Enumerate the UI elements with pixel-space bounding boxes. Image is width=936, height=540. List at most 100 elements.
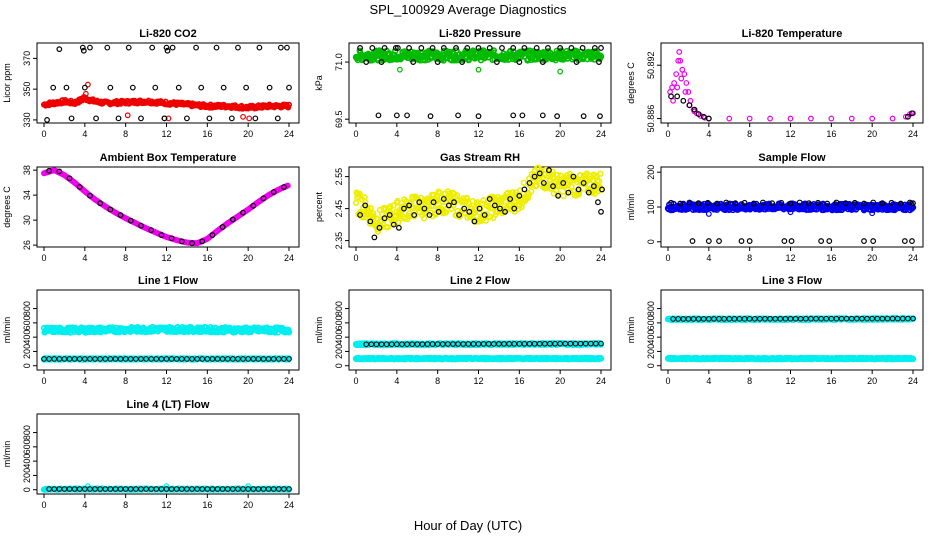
x-tick-label: 12	[785, 129, 795, 139]
data-point	[235, 44, 241, 51]
data-point	[787, 200, 794, 207]
x-tick-label: 24	[908, 129, 918, 139]
x-tick-label: 12	[161, 253, 171, 263]
data-point	[44, 117, 50, 123]
data-point	[87, 356, 93, 362]
data-point	[107, 356, 114, 362]
data-point	[266, 84, 273, 91]
y-tick-label: 38	[22, 165, 32, 175]
data-point	[92, 356, 98, 362]
data-point	[901, 238, 908, 244]
data-point	[394, 197, 401, 205]
data-point	[686, 199, 693, 206]
figure-title: SPL_100929 Average Diagnostics	[369, 2, 567, 17]
data-point	[381, 45, 388, 51]
y-tick-label: 350	[22, 82, 32, 97]
data-point	[889, 115, 896, 122]
x-tick-label: 0	[665, 376, 670, 386]
y-tick-label: 800	[646, 301, 656, 316]
data-point	[390, 202, 397, 209]
data-point	[184, 356, 190, 362]
data-point	[679, 66, 686, 73]
data-point	[805, 200, 812, 207]
data-point	[597, 170, 604, 177]
data-point	[184, 115, 190, 122]
data-point	[387, 203, 394, 210]
data-point	[369, 210, 377, 217]
y-tick-label: 200	[334, 344, 344, 359]
data-point	[456, 212, 463, 218]
data-point	[357, 212, 363, 218]
data-point	[163, 44, 170, 51]
data-point	[476, 205, 483, 212]
y-axis-label: ml/min	[2, 441, 12, 468]
data-point	[246, 115, 253, 122]
panel-title: Li-820 CO2	[139, 28, 196, 40]
data-point	[787, 209, 794, 216]
y-tick-label: 0	[334, 363, 344, 368]
data-point	[904, 113, 911, 120]
data-point	[112, 356, 119, 362]
data-point	[148, 356, 154, 362]
y-axis-label: ml/min	[626, 194, 636, 221]
data-point	[689, 238, 696, 244]
data-point	[168, 356, 175, 362]
data-point	[381, 215, 388, 222]
data-point	[527, 188, 535, 195]
data-point	[455, 112, 461, 119]
plot-frame	[348, 289, 612, 371]
y-axis-label: percent	[314, 191, 324, 222]
data-point	[524, 194, 532, 202]
plot-frame	[36, 413, 300, 495]
data-point	[367, 218, 374, 225]
data-point	[199, 356, 206, 362]
data-point	[430, 199, 437, 206]
y-tick-label: 200	[22, 344, 32, 359]
data-point	[275, 356, 282, 362]
data-point	[870, 199, 877, 206]
data-point	[209, 232, 216, 239]
data-point	[393, 112, 400, 119]
data-point	[685, 88, 692, 95]
data-point	[580, 180, 587, 186]
data-point	[475, 113, 482, 120]
data-point	[526, 180, 533, 186]
data-point	[125, 44, 132, 51]
data-point	[598, 208, 604, 215]
x-tick-label: 0	[353, 376, 358, 386]
panel-title: Line 2 Flow	[450, 275, 510, 287]
x-tick-label: 16	[202, 129, 212, 139]
data-point	[595, 178, 603, 185]
x-tick-label: 12	[785, 253, 795, 263]
data-point	[434, 59, 441, 65]
data-point	[250, 356, 257, 362]
data-point	[285, 329, 293, 336]
data-point	[124, 112, 131, 119]
data-point	[533, 182, 540, 189]
y-tick-label: 2.35	[334, 232, 344, 250]
data-point	[907, 199, 913, 206]
data-point	[723, 199, 730, 206]
data-point	[738, 238, 745, 244]
x-tick-label: 8	[123, 253, 128, 263]
data-point	[818, 238, 825, 244]
data-point	[361, 199, 369, 206]
plot-frame	[348, 166, 612, 248]
panel-title: Li-820 Pressure	[439, 28, 521, 40]
data-point	[406, 202, 412, 209]
series-reference	[668, 93, 915, 122]
x-tick-label: 24	[284, 500, 294, 510]
data-point	[219, 224, 226, 230]
x-tick-label: 16	[826, 253, 836, 263]
y-tick-label: 600	[334, 315, 344, 330]
data-point	[356, 190, 363, 198]
x-tick-label: 8	[123, 500, 128, 510]
data-point	[673, 71, 680, 78]
data-point	[252, 115, 259, 122]
data-point	[870, 238, 877, 244]
